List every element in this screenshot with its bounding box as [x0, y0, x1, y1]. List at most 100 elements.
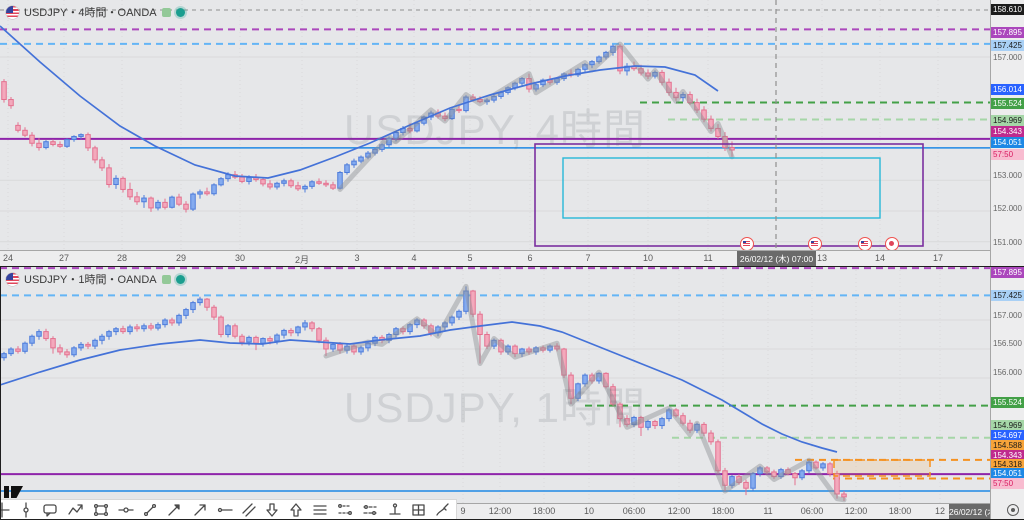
scroll-to-realtime-icon[interactable]: [1007, 504, 1019, 516]
time-axis-label: 12: [934, 506, 946, 516]
time-axis-label: 14: [874, 253, 886, 263]
legend-text-4h: USDJPY・4時間・OANDA: [24, 7, 157, 19]
time-axis-label: 13: [816, 253, 828, 263]
time-axis-label: 9: [460, 506, 466, 516]
connection-status-icon[interactable]: [175, 274, 185, 284]
long-position-tool-icon[interactable]: [387, 502, 403, 518]
us-economic-event-icon[interactable]: [858, 237, 872, 250]
jp-flag: [889, 241, 894, 246]
time-axis-label: 10: [642, 253, 654, 263]
crosshair-time-badge: 26/02/12 (木) 07:00: [737, 251, 816, 267]
legend-4h[interactable]: USDJPY・4時間・OANDA: [6, 4, 185, 20]
price-level-badge: 157.425: [991, 40, 1024, 51]
market-status-icon[interactable]: [161, 7, 171, 17]
price-level-badge: 155.524: [991, 397, 1024, 408]
time-axis-label: 18:00: [888, 506, 912, 516]
us-economic-event-icon[interactable]: [740, 237, 754, 250]
arrow-marker-tool-icon[interactable]: [166, 502, 182, 518]
fib-timezone-tool-icon[interactable]: [337, 502, 353, 518]
legend-1h[interactable]: USDJPY・1時間・OANDA: [6, 271, 185, 287]
candles-layer-4h[interactable]: [0, 0, 990, 250]
arrow-mark-up-tool-icon[interactable]: [288, 502, 304, 518]
time-axis-4h[interactable]: 24 27 28 29 30 2月 3 4 5 6 7 10 11 13 14 17 26/02/12 (木) …: [0, 250, 990, 267]
us-flag: [810, 240, 818, 246]
price-scale-label: 151.000: [993, 238, 1022, 247]
time-axis-label: 30: [234, 253, 246, 263]
fib-channel-tool-icon[interactable]: [362, 502, 378, 518]
price-level-badge: 157.895: [991, 27, 1024, 38]
arrow-tool-icon[interactable]: [192, 502, 208, 518]
chart-panel-4h[interactable]: USDJPY, 4時間 USDJPY・4時間・OANDA: [0, 0, 990, 250]
text-note-tool-icon[interactable]: [42, 502, 58, 518]
time-axis-label: 10: [583, 506, 595, 516]
us-flag: [742, 240, 750, 246]
time-axis-label: 18:00: [532, 506, 556, 516]
jp-economic-event-icon[interactable]: [885, 237, 899, 250]
time-axis-label: 12:00: [844, 506, 868, 516]
price-level-badge: 155.524: [991, 98, 1024, 109]
trend-line-tool-icon[interactable]: [142, 502, 158, 518]
polyline-tool-icon[interactable]: [68, 502, 84, 518]
time-axis-label: 12:00: [488, 506, 512, 516]
price-level-badge: 154.318: [991, 459, 1024, 470]
price-level-badge: 154.969: [991, 420, 1024, 431]
time-axis-label: 6: [527, 253, 533, 263]
price-level-badge: 154.343: [991, 450, 1024, 461]
time-axis-label: 12:00: [667, 506, 691, 516]
price-level-badge: 154.051: [991, 137, 1024, 148]
candles-layer-1h[interactable]: [0, 266, 990, 503]
time-axis-label: 5: [467, 253, 473, 263]
price-scale[interactable]: 158.610 157.895 157.425 157.000 156.014 155.5…: [990, 0, 1024, 519]
us-economic-event-icon[interactable]: [808, 237, 822, 250]
time-axis-label: 06:00: [622, 506, 646, 516]
time-axis-label: 2月: [294, 255, 310, 265]
price-level-badge: 156.014: [991, 84, 1024, 95]
fib-retracement-tool-icon[interactable]: [312, 502, 328, 518]
time-axis-label: 06:00: [800, 506, 824, 516]
chart-panel-1h[interactable]: USDJPY, 1時間 USDJPY・1時間・OANDA: [0, 266, 990, 503]
price-scale-label: 157.000: [993, 311, 1022, 320]
price-scale-label: 153.000: [993, 171, 1022, 180]
price-scale-label: 156.000: [993, 368, 1022, 377]
vertical-line-tool-icon[interactable]: [18, 502, 34, 518]
time-axis-label: 24: [2, 253, 14, 263]
price-level-badge: 157.425: [991, 290, 1024, 301]
price-level-badge: 154.051: [991, 468, 1024, 479]
price-level-badge: 158.610: [991, 4, 1024, 15]
time-axis-label: 3: [354, 253, 360, 263]
brush-tool-icon[interactable]: [434, 502, 450, 518]
usdjpy-flag-icon: [6, 5, 19, 19]
rectangle-tool-icon[interactable]: [93, 502, 109, 518]
arrow-mark-down-tool-icon[interactable]: [264, 502, 280, 518]
price-level-badge: 154.697: [991, 430, 1024, 441]
watermark-1h: USDJPY, 1時間: [344, 384, 646, 431]
drawing-toolbar[interactable]: [0, 499, 457, 520]
horizontal-line-tool-icon[interactable]: [118, 502, 134, 518]
price-scale-label: 156.500: [993, 339, 1022, 348]
time-axis-label: 29: [175, 253, 187, 263]
crosshair-tool-icon[interactable]: [0, 502, 10, 518]
time-axis-label: 11: [703, 253, 713, 263]
legend-text-1h: USDJPY・1時間・OANDA: [24, 274, 157, 286]
price-level-badge: 157.895: [991, 267, 1024, 278]
price-level-badge: 154.343: [991, 126, 1024, 137]
parallel-channel-tool-icon[interactable]: [241, 502, 257, 518]
price-scale-label: 152.000: [993, 204, 1022, 213]
time-axis-label: 18:00: [711, 506, 735, 516]
tradingview-logo[interactable]: [3, 483, 29, 505]
horizontal-ray-tool-icon[interactable]: [217, 502, 233, 518]
price-level-badge: 154.969: [991, 115, 1024, 126]
time-axis-label: 7: [585, 253, 591, 263]
time-axis-label: 17: [932, 253, 944, 263]
price-scale-label: 157.000: [993, 53, 1022, 62]
watermark-4h: USDJPY, 4時間: [344, 106, 646, 153]
time-axis-label: 4: [411, 253, 417, 263]
us-flag: [860, 240, 868, 246]
time-axis-label: 28: [116, 253, 128, 263]
connection-status-icon[interactable]: [175, 7, 185, 17]
time-axis-label: 27: [58, 253, 70, 263]
time-axis-label: 11: [763, 506, 773, 516]
fib-box-tool-icon[interactable]: [411, 502, 427, 518]
market-status-icon[interactable]: [161, 274, 171, 284]
